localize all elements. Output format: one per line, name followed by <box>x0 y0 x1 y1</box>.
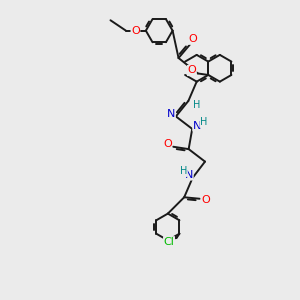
Text: O: O <box>201 195 210 205</box>
Text: Cl: Cl <box>164 237 175 247</box>
Text: H: H <box>180 167 187 176</box>
Text: O: O <box>188 34 197 44</box>
Text: N: N <box>185 170 193 180</box>
Text: O: O <box>188 65 196 76</box>
Text: H: H <box>200 117 207 128</box>
Text: O: O <box>163 140 172 149</box>
Text: N: N <box>193 121 201 131</box>
Text: H: H <box>193 100 200 110</box>
Text: N: N <box>167 109 175 119</box>
Text: O: O <box>131 26 140 36</box>
